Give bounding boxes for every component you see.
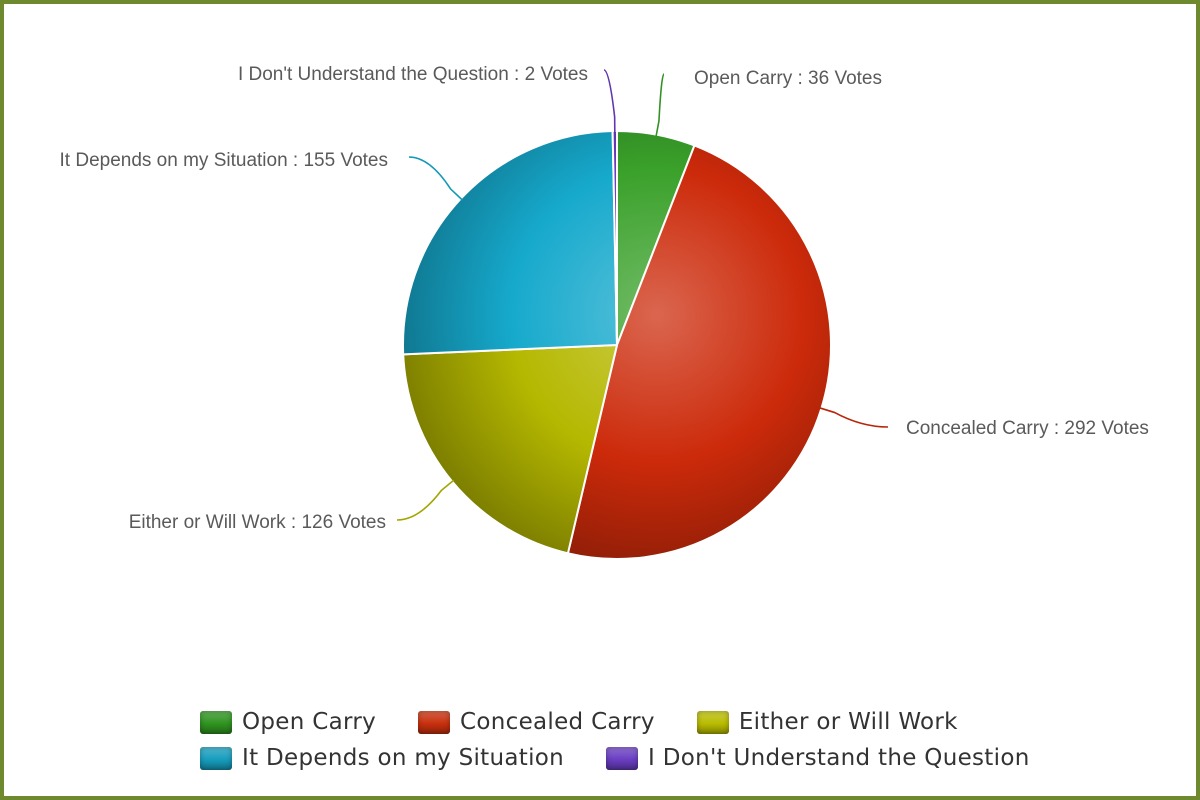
leader-line-i-don-t-understand-the-question [603, 69, 616, 134]
pie-slice-it-depends-on-my-situation[interactable] [402, 130, 618, 356]
legend-swatch-open-carry [200, 710, 232, 734]
leader-line-it-depends-on-my-situation [408, 156, 463, 201]
chart-legend: Open Carry Concealed Carry Either or Wil… [200, 704, 1100, 776]
legend-label: Either or Will Work [738, 709, 958, 735]
leader-line-concealed-carry [819, 407, 889, 428]
slice-labels: Open Carry : 36 Votes Concealed Carry : 2… [60, 64, 1149, 533]
legend-item-concealed-carry[interactable]: Concealed Carry [418, 709, 655, 735]
legend-row: Open Carry Concealed Carry Either or Wil… [200, 704, 1100, 740]
legend-swatch-either-or-will-work [696, 710, 729, 734]
slice-label-i-don-t-understand-the-question: I Don't Understand the Question : 2 Vote… [238, 64, 588, 85]
legend-item-open-carry[interactable]: Open Carry [200, 709, 376, 735]
legend-item-either-or-will-work[interactable]: Either or Will Work [696, 709, 958, 735]
legend-label: I Don't Understand the Question [648, 745, 1030, 771]
legend-swatch-dont-understand [606, 746, 639, 770]
legend-swatch-concealed-carry [418, 710, 451, 734]
legend-label: It Depends on my Situation [242, 745, 565, 771]
slice-label-concealed-carry: Concealed Carry : 292 Votes [906, 418, 1149, 439]
leader-line-either-or-will-work [396, 479, 455, 521]
slice-label-open-carry: Open Carry : 36 Votes [694, 68, 882, 89]
legend-item-it-depends[interactable]: It Depends on my Situation [200, 745, 564, 771]
legend-label: Open Carry [242, 709, 377, 735]
legend-label: Concealed Carry [460, 709, 655, 735]
pie-slices [402, 129, 832, 560]
slice-label-it-depends-on-my-situation: It Depends on my Situation : 155 Votes [60, 150, 388, 171]
legend-row: It Depends on my Situation I Don't Under… [200, 740, 1100, 776]
leader-line-open-carry [655, 73, 665, 137]
legend-swatch-it-depends [200, 746, 232, 770]
slice-label-either-or-will-work: Either or Will Work : 126 Votes [129, 512, 386, 533]
label-leader-lines [396, 69, 889, 521]
legend-item-dont-understand[interactable]: I Don't Understand the Question [606, 745, 1030, 771]
